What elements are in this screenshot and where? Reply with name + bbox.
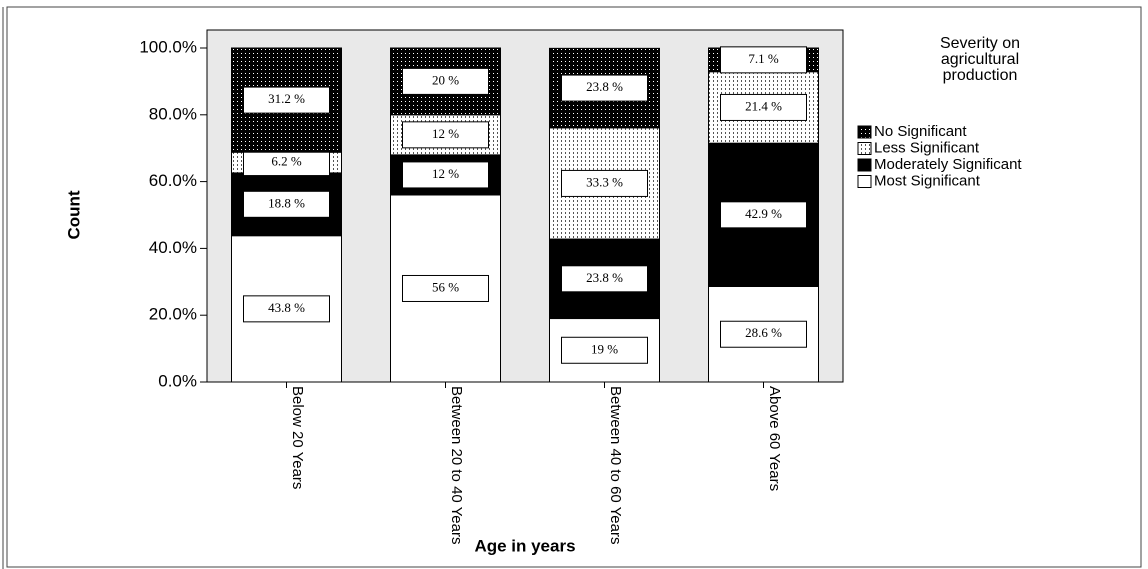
x-tick-label: Between 20 to 40 Years [447,386,465,545]
value-label-box [561,336,648,364]
value-label-box [402,121,489,149]
value-label: 28.6 % [745,325,782,340]
value-label: 31.2 % [268,91,305,106]
value-label-box [402,274,489,302]
value-label: 7.1 % [748,51,779,66]
value-label-box [720,201,807,229]
y-tick-label: 40.0% [149,238,197,257]
value-label-box [720,46,807,74]
legend-swatch [857,142,872,155]
x-tick-label: Above 60 Years [765,386,783,492]
legend-label: Less Significant [874,139,980,156]
value-label: 42.9 % [745,206,782,221]
x-tick-label: Below 20 Years [288,386,306,490]
value-label-box [243,295,330,323]
value-label: 33.3 % [586,174,623,189]
value-label-box [243,190,330,218]
value-label-box [402,161,489,189]
value-label-box [243,86,330,114]
legend-label: Moderately Significant [874,156,1022,173]
value-label-box [561,265,648,293]
value-label: 21.4 % [745,98,782,113]
value-label-box [402,67,489,95]
y-tick-label: 80.0% [149,104,197,123]
x-axis-title: Age in years [474,536,575,555]
frame [6,6,1142,568]
value-label: 23.8 % [586,270,623,285]
value-label: 20 % [432,72,459,87]
value-label: 43.8 % [268,300,305,315]
value-label-box [561,169,648,197]
value-label: 6.2 % [271,154,302,169]
legend-swatch [857,175,872,188]
legend-swatch [857,125,872,139]
value-label: 12 % [432,126,459,141]
value-label-box [720,320,807,348]
value-label: 18.8 % [268,195,305,210]
y-tick-label: 60.0% [149,171,197,190]
y-axis-title: Count [64,190,83,239]
value-label: 19 % [591,341,618,356]
value-label: 56 % [432,279,459,294]
legend-label: No Significant [874,123,967,140]
y-tick-label: 0.0% [158,371,197,390]
value-label-box [243,149,330,177]
y-tick-label: 100.0% [139,37,197,56]
value-label: 12 % [432,166,459,181]
y-tick-label: 20.0% [149,305,197,324]
value-label-box [561,74,648,102]
value-label: 23.8 % [586,79,623,94]
value-label-box [720,93,807,121]
x-tick-label: Between 40 to 60 Years [606,386,624,545]
legend-swatch [857,158,872,172]
legend-label: Most Significant [874,172,981,189]
legend-title: Severity on agricultural production [939,35,1021,84]
